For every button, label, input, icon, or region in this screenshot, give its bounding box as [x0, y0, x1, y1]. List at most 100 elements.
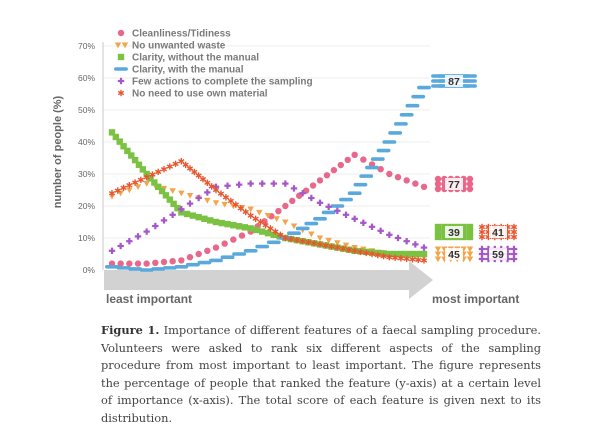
circle-marker [309, 182, 317, 189]
circle-marker [337, 161, 344, 169]
data-point [126, 187, 133, 194]
data-point [434, 246, 442, 253]
total-score-boxes: 77 45 39 87 59 41 [431, 73, 518, 263]
legend-item: Clarity, without the manual [117, 53, 259, 64]
data-point [134, 233, 142, 240]
asterisk-marker-stroke [212, 187, 220, 193]
data-point [174, 204, 181, 212]
data-point [247, 225, 254, 232]
data-point [189, 212, 197, 219]
data-point [152, 259, 159, 266]
data-point [247, 206, 254, 213]
circle-marker [344, 156, 351, 164]
data-point [178, 190, 185, 197]
data-point [460, 223, 467, 231]
data-point [221, 240, 228, 247]
square-marker [247, 225, 254, 232]
data-point [273, 216, 280, 222]
data-point [126, 182, 133, 189]
total-score-box: 59 [478, 245, 518, 263]
circle-marker [238, 232, 246, 239]
data-point [434, 180, 442, 188]
circle-marker [186, 254, 194, 261]
data-point [178, 257, 185, 264]
data-point [114, 187, 121, 194]
square-marker [151, 179, 158, 186]
circle-marker [377, 166, 384, 173]
asterisk-marker-stroke [305, 240, 312, 245]
data-point [162, 192, 170, 199]
data-point [403, 255, 410, 262]
data-point [351, 151, 358, 158]
data-point [377, 166, 384, 173]
asterisk-marker-stroke [114, 188, 121, 193]
square-marker [112, 133, 120, 141]
data-point [309, 182, 317, 189]
data-point [160, 166, 168, 173]
data-point [305, 239, 312, 246]
data-point [242, 208, 249, 216]
asterisk-marker-stroke [397, 256, 405, 261]
asterisk-marker-stroke [126, 182, 133, 188]
data-point [345, 246, 353, 253]
data-point [328, 243, 335, 250]
asterisk-marker-stroke [420, 258, 428, 263]
data-point [415, 250, 422, 258]
data-point [325, 203, 332, 210]
data-point [289, 197, 296, 205]
data-point [460, 228, 467, 236]
triangle-marker [169, 188, 176, 194]
asterisk-marker-stroke [478, 229, 486, 235]
total-score-value: 77 [448, 179, 460, 191]
total-score-box: 77 [434, 175, 474, 193]
data-point [380, 252, 387, 260]
asterisk-marker-stroke [339, 246, 347, 251]
figure-caption: Figure 1. Importance of different featur… [101, 322, 541, 428]
data-point [466, 175, 474, 183]
data-point [204, 189, 211, 196]
data-point [374, 251, 381, 259]
y-tick-label: 70% [78, 41, 95, 51]
asterisk-marker-stroke [409, 257, 416, 262]
total-score-value: 41 [492, 227, 504, 239]
importance-arrow-shape [104, 261, 433, 299]
data-point [441, 233, 448, 241]
data-point [412, 180, 419, 187]
asterisk-marker-stroke [386, 254, 393, 260]
data-point [357, 248, 364, 256]
data-point [158, 187, 166, 195]
circle-marker [178, 257, 185, 264]
square-marker [403, 250, 410, 258]
square-marker [124, 147, 131, 155]
square-marker [131, 156, 139, 164]
data-point [262, 222, 269, 229]
data-point [311, 240, 318, 247]
square-marker [218, 219, 225, 227]
triangle-marker [466, 251, 474, 258]
square-marker [183, 210, 191, 218]
total-score-value: 87 [448, 76, 460, 88]
asterisk-marker-stroke [247, 213, 254, 218]
data-point [420, 257, 428, 264]
circle-marker [204, 247, 211, 254]
data-point [330, 166, 338, 174]
data-point [339, 245, 347, 252]
circle-marker [169, 258, 176, 265]
data-point [441, 228, 448, 236]
data-point [252, 215, 259, 222]
data-point [108, 190, 116, 197]
circle-marker [466, 185, 474, 193]
data-point [191, 168, 198, 176]
circle-marker [330, 166, 338, 174]
data-point [272, 228, 279, 235]
square-marker [170, 200, 177, 208]
data-point [117, 53, 125, 61]
square-marker [466, 223, 474, 231]
asterisk-marker-stroke [232, 202, 239, 207]
data-point [460, 233, 467, 241]
data-point [363, 249, 370, 257]
square-marker [166, 196, 173, 203]
square-marker [195, 214, 202, 221]
data-point [227, 197, 234, 205]
y-tick-label: 40% [78, 137, 95, 147]
